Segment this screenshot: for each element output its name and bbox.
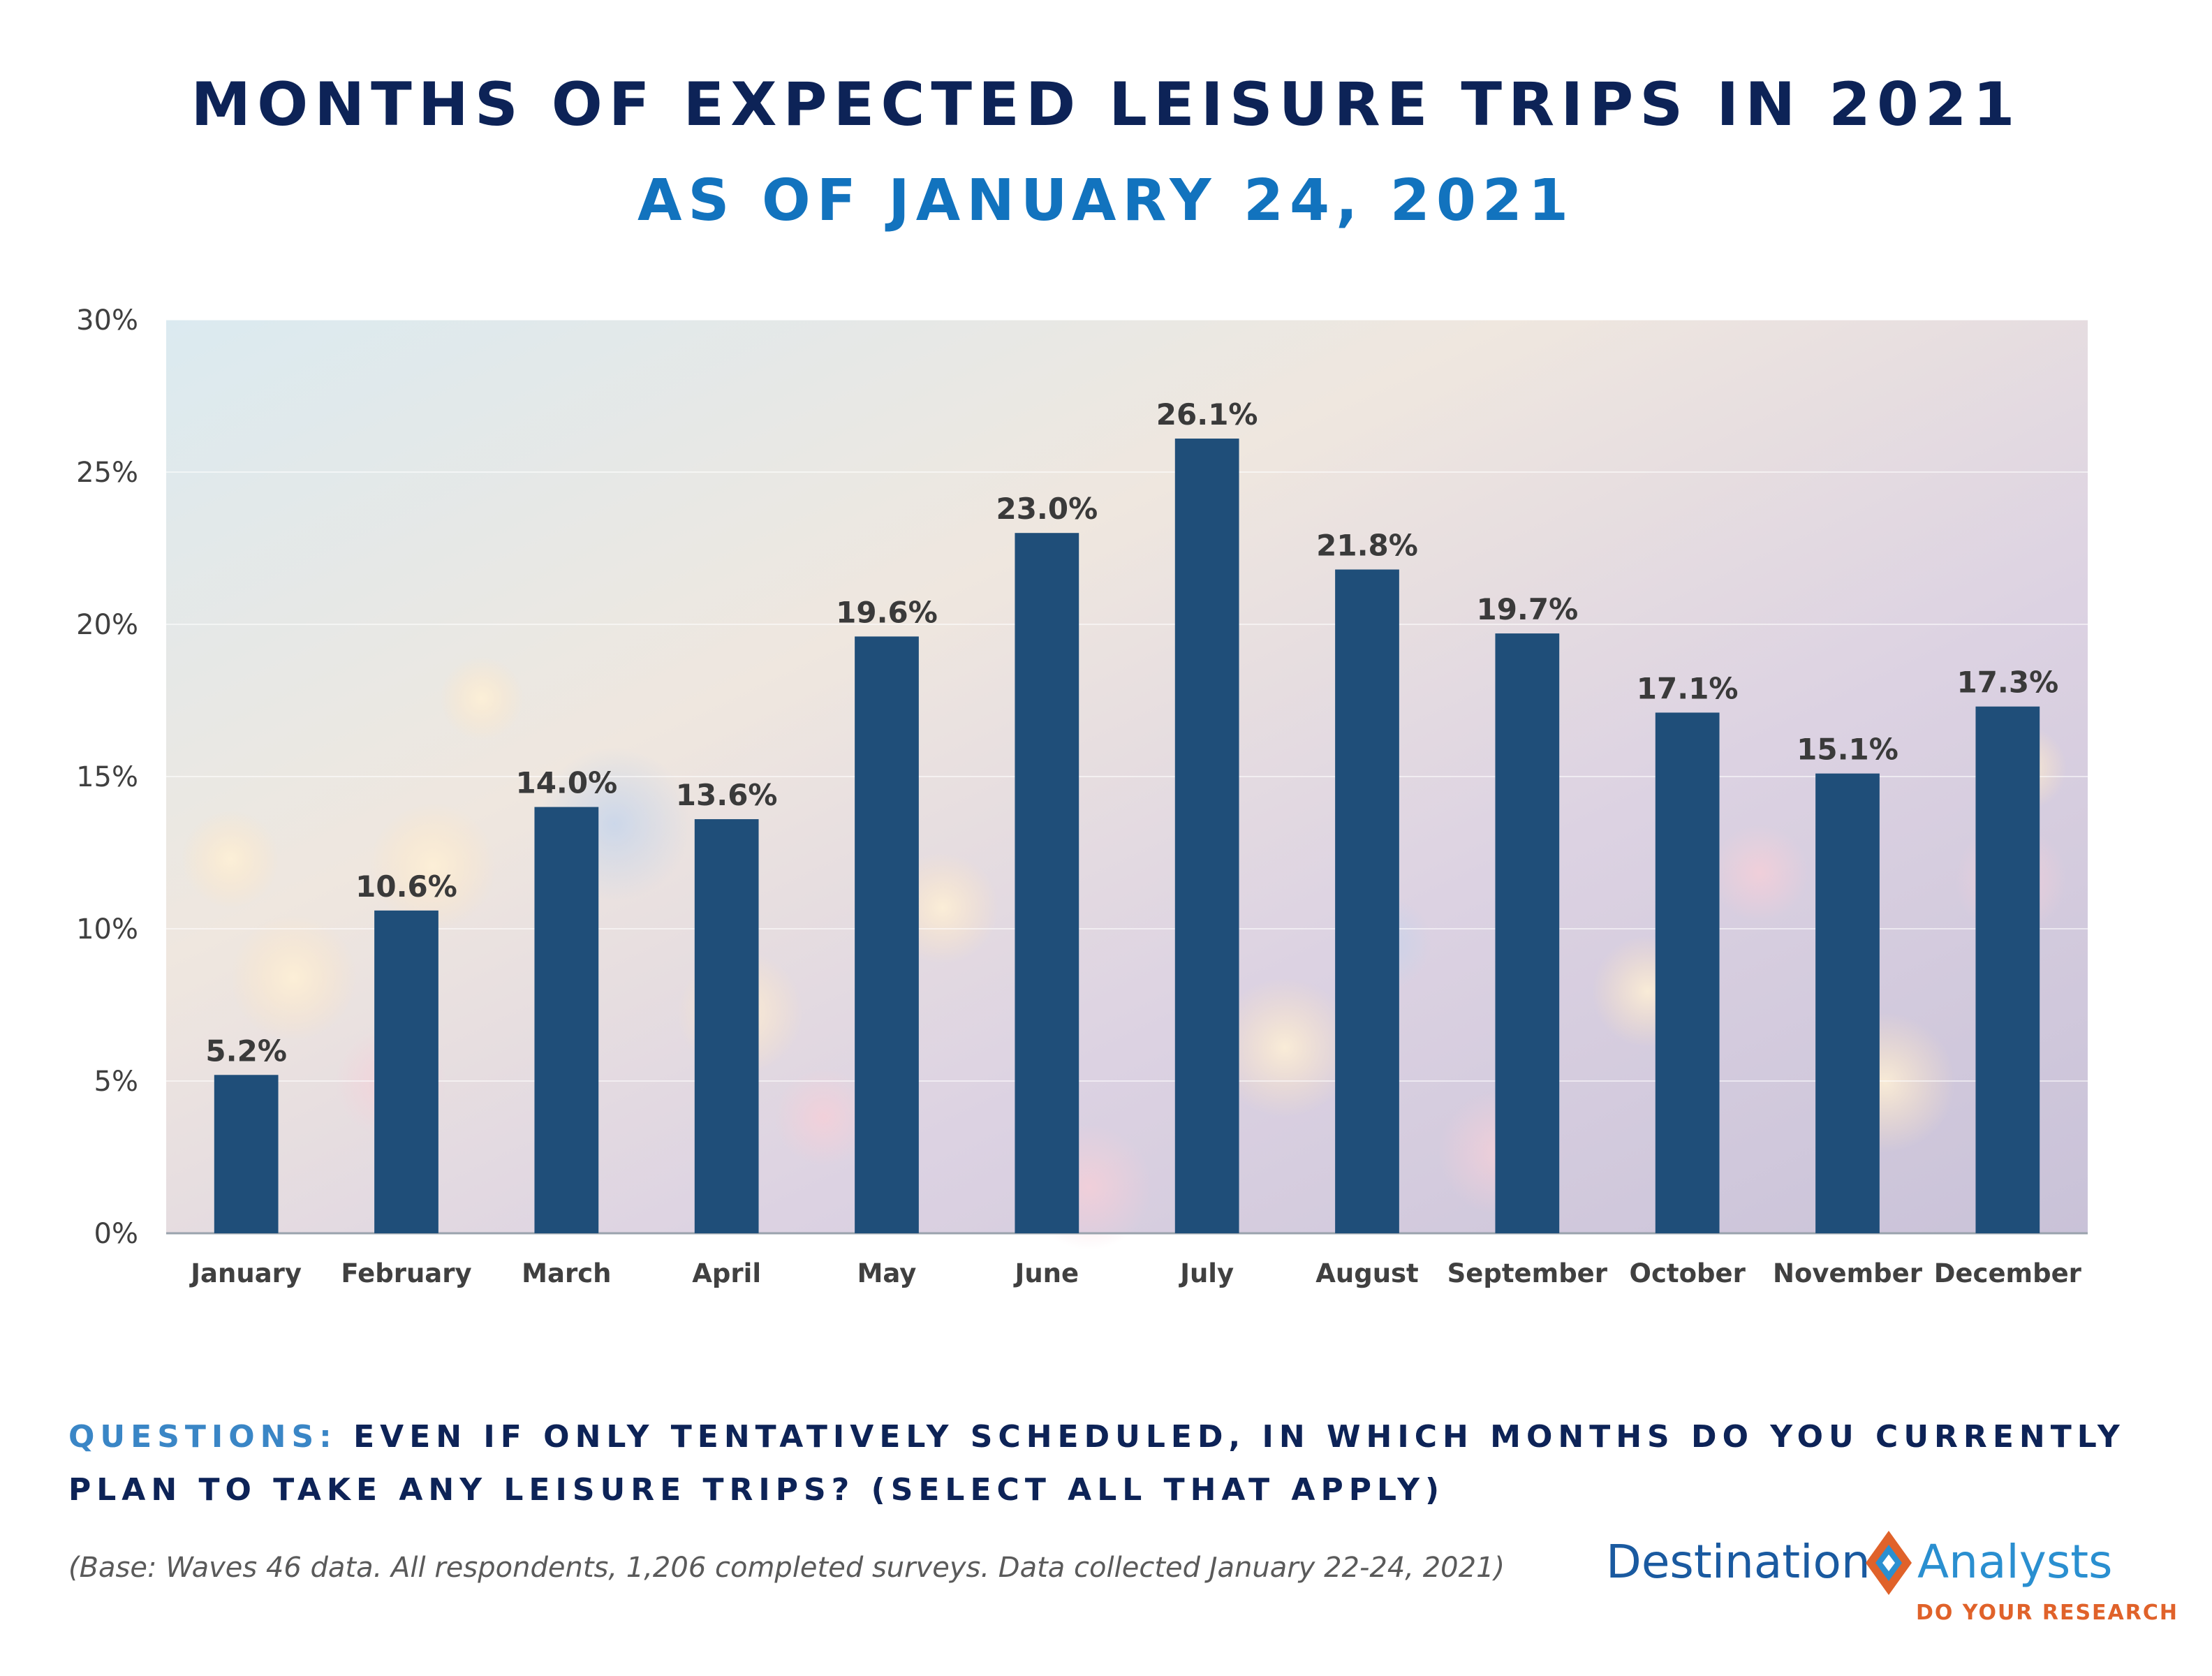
bar-november [1815,773,1880,1233]
bar-january [214,1075,279,1233]
data-label: 23.0% [996,492,1098,526]
question-label: QUESTIONS: [68,1419,337,1455]
y-tick-label: 25% [76,457,138,489]
y-tick-label: 10% [76,913,138,946]
y-tick-label: 5% [94,1066,138,1098]
bar-december [1975,706,2040,1233]
survey-question: QUESTIONS: EVEN IF ONLY TENTATIVELY SCHE… [68,1411,2149,1517]
bar-october [1655,712,1720,1233]
x-tick-label: August [1315,1258,1419,1288]
data-label: 26.1% [1156,397,1258,432]
y-tick-label: 30% [76,304,138,337]
x-tick-label: December [1934,1258,2082,1288]
base-note: (Base: Waves 46 data. All respondents, 1… [68,1552,1505,1584]
data-label: 19.6% [836,595,938,629]
bar-september [1495,633,1560,1233]
y-tick-label: 15% [76,761,138,793]
data-label: 17.3% [1956,666,2058,700]
bar-february [374,910,438,1233]
bar-april [694,819,759,1233]
logo-tagline: DO YOUR RESEARCH [1915,1601,2178,1625]
bokeh-decoration [230,915,356,1041]
data-label: 21.8% [1316,529,1418,563]
bokeh-decoration [440,656,524,740]
bokeh-decoration [1215,978,1355,1117]
bar-august [1335,569,1399,1233]
data-labels: 5.2% 10.6% 14.0% 13.6% 19.6% 23.0% 26.1% 21.8% 1… [205,397,2058,1068]
data-label: 14.0% [515,766,617,800]
gridlines [166,319,2088,1235]
x-tick-label: February [341,1258,471,1288]
data-label: 19.7% [1476,592,1578,626]
diamond-logo-icon [1866,1531,1912,1595]
y-tick-label: 0% [94,1218,138,1250]
y-axis-ticks: 0% 5% 10% 15% 20% 25% 30% [76,304,138,1250]
bokeh-decoration [182,810,279,908]
bokeh-decoration [370,803,496,929]
x-tick-label: July [1178,1258,1234,1288]
bokeh-decoration [1711,824,1808,922]
bar-chart: 5.2% 10.6% 14.0% 13.6% 19.6% 23.0% 26.1% 21.8% 1… [76,304,2088,1288]
bar-july [1174,439,1239,1233]
x-tick-label: June [1013,1258,1079,1288]
bars [214,439,2040,1233]
data-label: 5.2% [205,1034,286,1068]
x-tick-label: March [522,1258,611,1288]
bar-may [855,636,919,1233]
logo-text-right: Analysts [1917,1535,2113,1589]
logo-text-left: Destination [1606,1535,1871,1589]
x-tick-label: April [692,1258,761,1288]
chart-title: MONTHS OF EXPECTED LEISURE TRIPS IN 2021 [191,70,2021,140]
x-tick-label: November [1773,1258,1923,1288]
data-label: 13.6% [676,778,778,812]
bokeh-decoration [775,1068,873,1166]
x-tick-label: October [1630,1258,1746,1288]
y-tick-label: 20% [76,609,138,641]
bar-june [1015,533,1079,1233]
x-tick-label: September [1447,1258,1608,1288]
x-tick-label: May [857,1258,917,1288]
x-axis-ticks: January February March April May June July Augu… [189,1258,2081,1288]
data-label: 15.1% [1797,733,1898,767]
data-label: 10.6% [355,869,457,904]
bar-march [534,807,599,1233]
data-label: 17.1% [1637,671,1739,705]
company-logo: Destination Analysts DO YOUR RESEARCH [1606,1528,2178,1633]
plot-background [166,320,2088,1250]
question-text: EVEN IF ONLY TENTATIVELY SCHEDULED, IN W… [68,1419,2125,1508]
x-tick-label: January [189,1258,302,1288]
chart-subtitle: AS OF JANUARY 24, 2021 [637,168,1575,234]
